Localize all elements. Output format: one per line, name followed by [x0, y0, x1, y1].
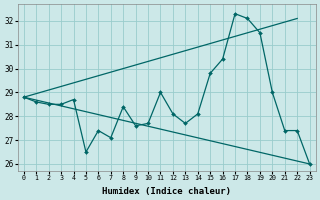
X-axis label: Humidex (Indice chaleur): Humidex (Indice chaleur): [102, 187, 231, 196]
